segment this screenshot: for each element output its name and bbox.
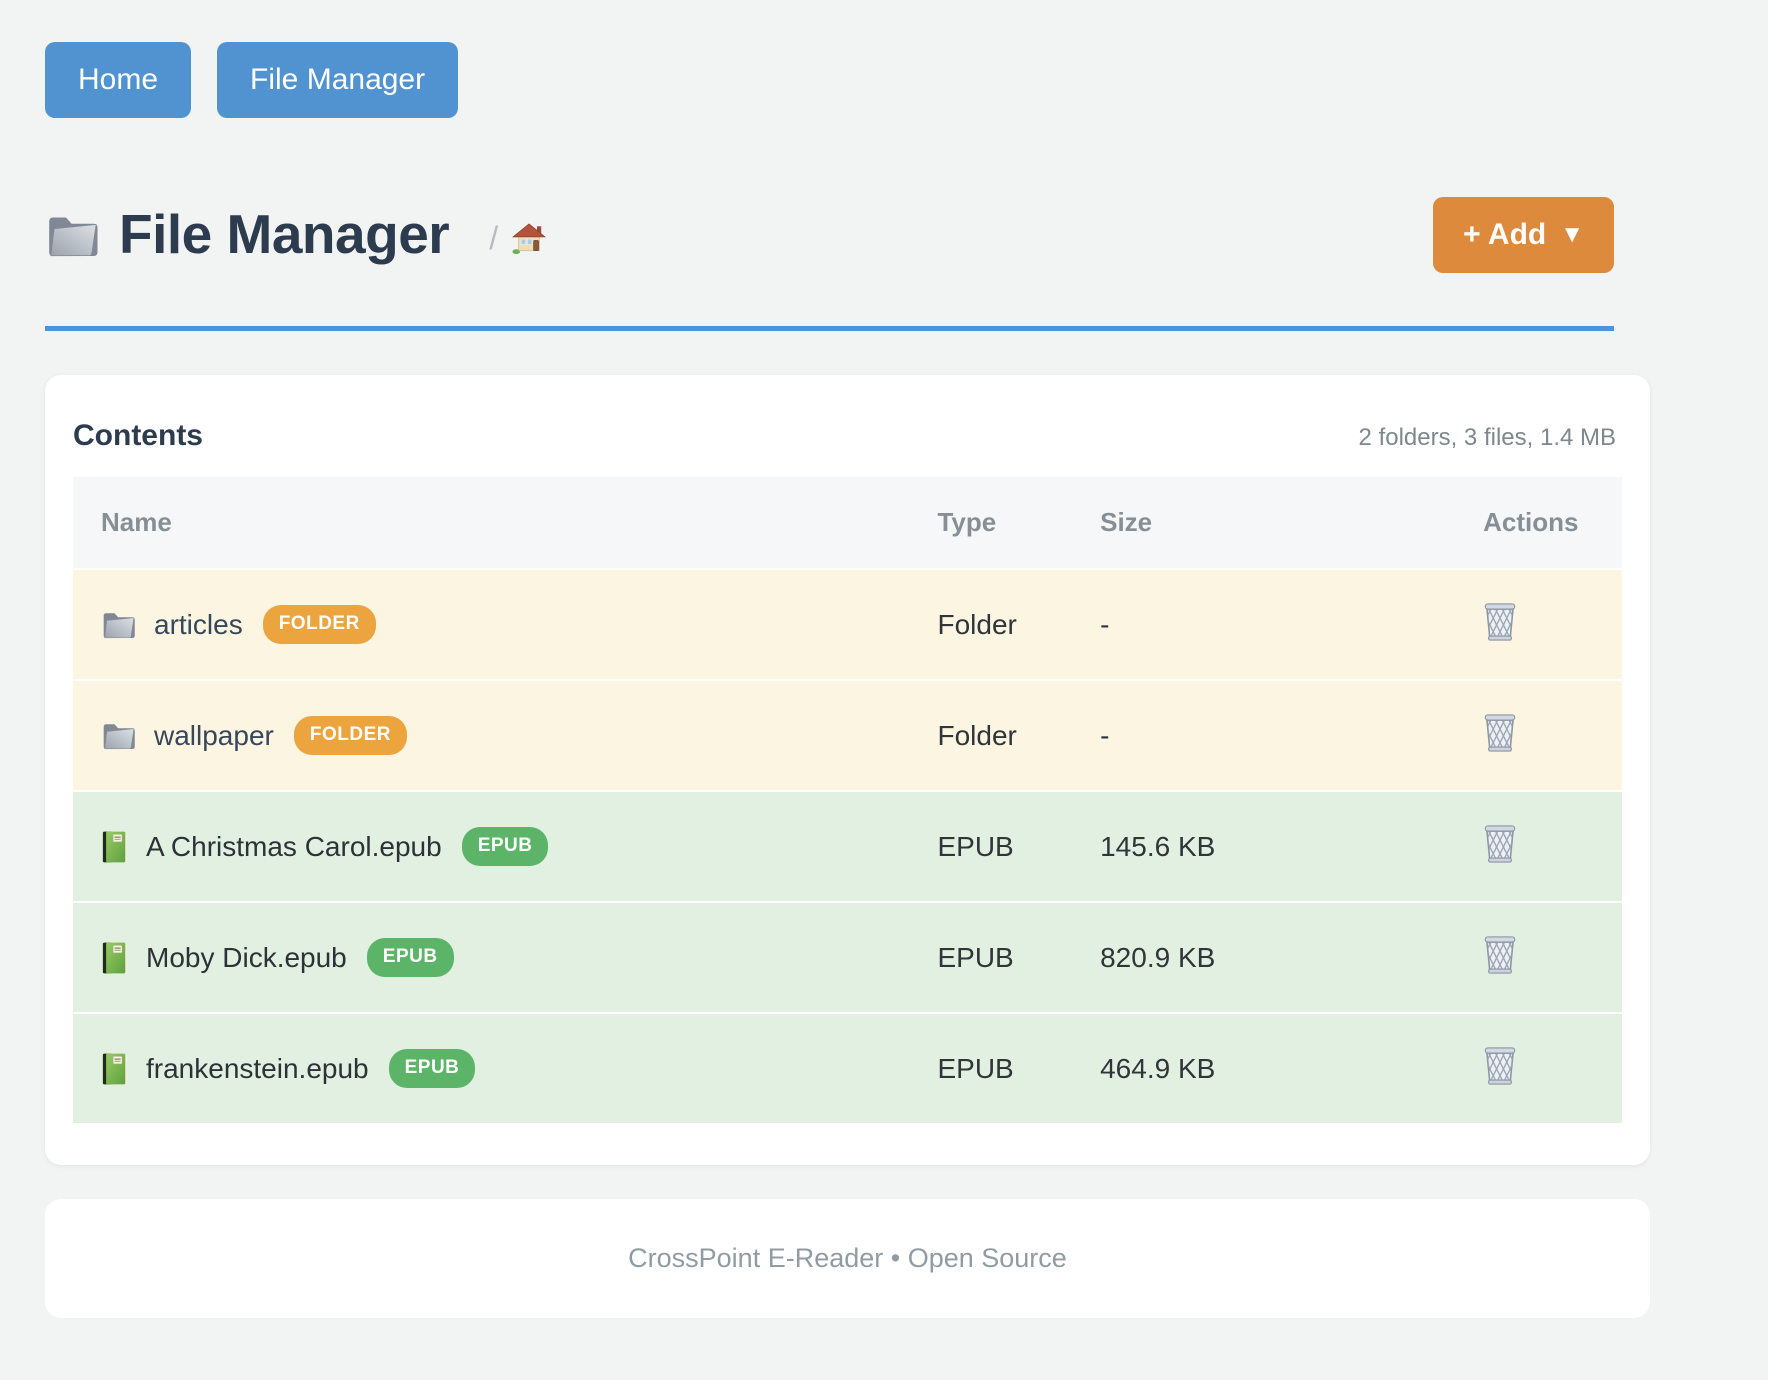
trash-icon: [1483, 601, 1517, 642]
type-cell: Folder: [909, 570, 1073, 679]
type-badge: EPUB: [366, 938, 454, 977]
name-cell: frankenstein.epub EPUB: [101, 1014, 909, 1123]
size-cell: 145.6 KB: [1072, 792, 1468, 901]
type-badge: FOLDER: [262, 605, 376, 644]
table-row: Moby Dick.epub EPUB EPUB 820.9 KB: [73, 903, 1622, 1012]
delete-button[interactable]: [1483, 601, 1517, 642]
table-row: A Christmas Carol.epub EPUB EPUB 145.6 K…: [73, 792, 1622, 901]
folder-link[interactable]: articles: [154, 608, 243, 640]
add-button[interactable]: + Add ▼: [1433, 197, 1614, 273]
book-icon: [101, 830, 129, 864]
delete-button[interactable]: [1483, 934, 1517, 975]
size-cell: 820.9 KB: [1072, 903, 1468, 1012]
contents-card: Contents 2 folders, 3 files, 1.4 MB Name…: [45, 375, 1650, 1165]
chevron-down-icon: ▼: [1560, 221, 1584, 248]
table-row: articles FOLDER Folder -: [73, 570, 1622, 679]
type-cell: EPUB: [909, 792, 1073, 901]
folder-link[interactable]: wallpaper: [154, 719, 274, 751]
column-header-actions: Actions: [1467, 477, 1622, 568]
trash-icon: [1483, 712, 1517, 753]
house-icon[interactable]: [512, 223, 546, 255]
size-cell: -: [1072, 681, 1468, 790]
file-link[interactable]: frankenstein.epub: [146, 1052, 369, 1084]
table-row: frankenstein.epub EPUB EPUB 464.9 KB: [73, 1014, 1622, 1123]
column-header-size: Size: [1072, 477, 1468, 568]
footer-text: CrossPoint E-Reader • Open Source: [628, 1243, 1067, 1273]
contents-card-header: Contents 2 folders, 3 files, 1.4 MB: [73, 419, 1622, 453]
name-cell: wallpaper FOLDER: [101, 681, 909, 790]
column-header-type: Type: [909, 477, 1073, 568]
name-cell: articles FOLDER: [101, 570, 909, 679]
page: Home File Manager File Manager / + Add ▼…: [45, 42, 1650, 1318]
contents-title: Contents: [73, 419, 203, 452]
footer: CrossPoint E-Reader • Open Source: [45, 1199, 1650, 1318]
book-icon: [101, 1052, 129, 1086]
size-cell: 464.9 KB: [1072, 1014, 1468, 1123]
file-table: Name Type Size Actions articles FOLDER: [73, 475, 1622, 1125]
name-cell: A Christmas Carol.epub EPUB: [101, 792, 909, 901]
top-nav: Home File Manager: [45, 42, 1650, 118]
type-cell: Folder: [909, 681, 1073, 790]
type-badge: EPUB: [388, 1049, 476, 1088]
page-header: File Manager / + Add ▼: [45, 190, 1614, 280]
type-cell: EPUB: [909, 903, 1073, 1012]
name-cell: Moby Dick.epub EPUB: [101, 903, 909, 1012]
nav-home-button[interactable]: Home: [45, 42, 192, 118]
column-header-name: Name: [73, 477, 910, 568]
trash-icon: [1483, 823, 1517, 864]
file-table-header: Name Type Size Actions: [73, 477, 1622, 568]
delete-button[interactable]: [1483, 1045, 1517, 1086]
type-cell: EPUB: [909, 1014, 1073, 1123]
type-badge: EPUB: [461, 827, 549, 866]
delete-button[interactable]: [1483, 823, 1517, 864]
folder-icon: [101, 720, 137, 751]
page-title: File Manager: [119, 203, 450, 266]
size-cell: -: [1072, 570, 1468, 679]
table-row: wallpaper FOLDER Folder -: [73, 681, 1622, 790]
trash-icon: [1483, 1045, 1517, 1086]
add-button-label: + Add: [1463, 218, 1547, 251]
file-link[interactable]: Moby Dick.epub: [146, 941, 347, 973]
breadcrumb: /: [489, 219, 499, 256]
trash-icon: [1483, 934, 1517, 975]
delete-button[interactable]: [1483, 712, 1517, 753]
nav-file-manager-button[interactable]: File Manager: [217, 42, 459, 118]
contents-summary: 2 folders, 3 files, 1.4 MB: [1358, 424, 1616, 451]
book-icon: [101, 941, 129, 975]
type-badge: FOLDER: [293, 716, 407, 755]
folder-icon: [101, 609, 137, 640]
header-divider: [45, 326, 1614, 331]
folder-icon: [45, 211, 101, 259]
file-link[interactable]: A Christmas Carol.epub: [146, 830, 442, 862]
title-group: File Manager /: [45, 203, 546, 266]
